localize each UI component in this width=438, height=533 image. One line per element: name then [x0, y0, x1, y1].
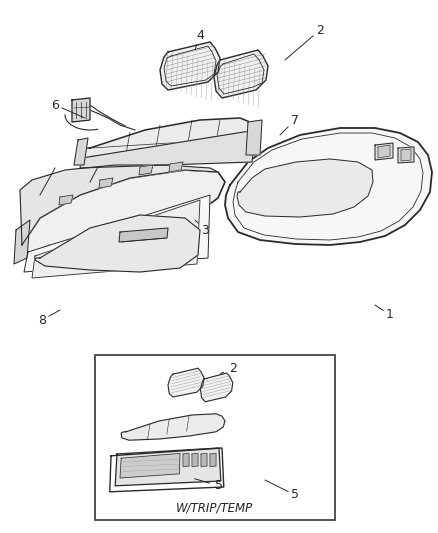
Text: 1: 1 [374, 305, 393, 321]
Polygon shape [374, 143, 392, 160]
Polygon shape [35, 215, 200, 272]
Polygon shape [99, 178, 113, 188]
Polygon shape [169, 162, 183, 172]
Text: 7: 7 [279, 114, 298, 135]
Polygon shape [159, 42, 219, 90]
Polygon shape [120, 454, 180, 478]
Polygon shape [168, 368, 204, 397]
Polygon shape [121, 414, 225, 440]
Polygon shape [225, 128, 431, 245]
Polygon shape [18, 170, 225, 258]
Text: 8: 8 [38, 310, 60, 327]
Text: 3: 3 [194, 220, 208, 237]
Polygon shape [397, 147, 413, 163]
Polygon shape [24, 195, 209, 272]
Polygon shape [20, 165, 218, 245]
Polygon shape [119, 228, 168, 242]
Text: W/TRIP/TEMP: W/TRIP/TEMP [176, 502, 253, 514]
Polygon shape [183, 454, 189, 466]
Polygon shape [115, 448, 220, 486]
Polygon shape [213, 50, 267, 98]
Polygon shape [191, 454, 198, 466]
Text: 6: 6 [51, 99, 85, 118]
Polygon shape [32, 200, 200, 278]
Text: 2: 2 [220, 362, 236, 375]
Text: 4: 4 [194, 28, 204, 50]
Polygon shape [72, 98, 90, 122]
Polygon shape [74, 138, 88, 165]
Text: 2: 2 [284, 23, 323, 60]
Polygon shape [209, 454, 215, 466]
Bar [95, 355, 334, 520]
Polygon shape [245, 120, 261, 155]
Polygon shape [377, 145, 389, 158]
Polygon shape [139, 165, 153, 175]
Polygon shape [14, 220, 30, 264]
Polygon shape [237, 159, 372, 217]
Polygon shape [201, 454, 207, 466]
Polygon shape [200, 373, 232, 402]
Polygon shape [80, 130, 255, 168]
Text: 5: 5 [265, 480, 298, 502]
Polygon shape [82, 118, 254, 162]
Polygon shape [59, 195, 73, 205]
Polygon shape [400, 149, 410, 161]
Text: 5: 5 [194, 479, 223, 492]
